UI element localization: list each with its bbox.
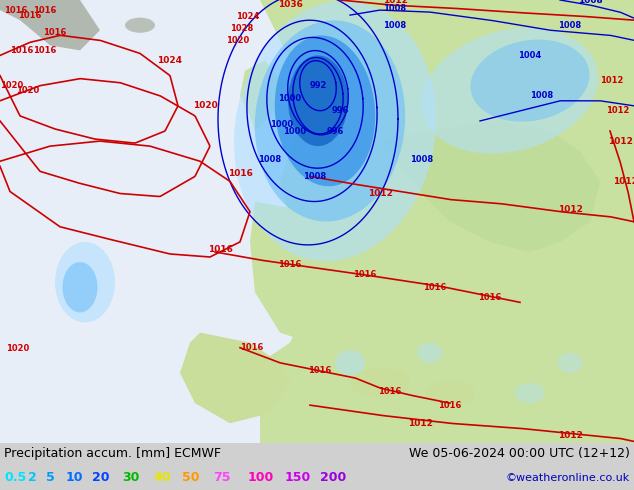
Text: 1012: 1012	[557, 431, 583, 440]
Text: 100: 100	[248, 471, 275, 484]
Ellipse shape	[515, 383, 545, 403]
Polygon shape	[310, 0, 380, 101]
Text: 40: 40	[153, 471, 171, 484]
Text: 20: 20	[92, 471, 110, 484]
Ellipse shape	[470, 40, 590, 122]
Text: 1016: 1016	[308, 367, 332, 375]
Text: 1016: 1016	[240, 343, 264, 352]
Ellipse shape	[425, 380, 475, 406]
Text: 1016: 1016	[34, 5, 56, 15]
Text: ©weatheronline.co.uk: ©weatheronline.co.uk	[506, 473, 630, 483]
Text: 1012: 1012	[607, 137, 633, 146]
Polygon shape	[250, 201, 420, 353]
Text: 1024: 1024	[157, 56, 183, 65]
Ellipse shape	[125, 18, 155, 33]
Text: 1012: 1012	[408, 419, 432, 428]
Text: 992: 992	[309, 81, 327, 90]
Text: 996: 996	[332, 106, 349, 115]
Text: 1016: 1016	[18, 11, 42, 20]
Text: 1024: 1024	[236, 12, 260, 21]
Text: 1016: 1016	[378, 387, 402, 395]
Text: 1008: 1008	[559, 21, 581, 30]
Text: 0.5: 0.5	[4, 471, 26, 484]
Text: 1012: 1012	[606, 106, 630, 115]
Text: 1016: 1016	[4, 5, 28, 15]
Text: 1016: 1016	[10, 46, 34, 55]
Text: 1016: 1016	[438, 401, 462, 410]
Text: 1020: 1020	[193, 101, 217, 110]
Text: 5: 5	[46, 471, 55, 484]
Ellipse shape	[288, 55, 348, 146]
Ellipse shape	[422, 28, 598, 154]
Text: 1008: 1008	[304, 172, 327, 181]
Text: 1016: 1016	[207, 245, 233, 254]
Text: 75: 75	[213, 471, 231, 484]
Text: 1020: 1020	[1, 81, 23, 90]
Text: 30: 30	[122, 471, 139, 484]
Text: Precipitation accum. [mm] ECMWF: Precipitation accum. [mm] ECMWF	[4, 447, 221, 460]
Ellipse shape	[350, 368, 410, 398]
Text: 10: 10	[66, 471, 84, 484]
Polygon shape	[180, 333, 290, 423]
Text: 1016: 1016	[478, 293, 501, 302]
Text: 1008: 1008	[531, 91, 553, 100]
Text: 1036: 1036	[278, 0, 302, 8]
Text: 1012: 1012	[557, 205, 583, 214]
Text: 1016: 1016	[353, 270, 377, 279]
Text: 1008: 1008	[578, 0, 602, 4]
Text: 1016: 1016	[43, 28, 67, 37]
Text: 2: 2	[28, 471, 37, 484]
Text: 1020: 1020	[6, 344, 30, 353]
Text: 996: 996	[327, 126, 344, 136]
Text: 1016: 1016	[278, 260, 302, 269]
Text: We 05-06-2024 00:00 UTC (12+12): We 05-06-2024 00:00 UTC (12+12)	[409, 447, 630, 460]
Text: 200: 200	[320, 471, 346, 484]
Text: 1016: 1016	[424, 283, 447, 292]
Polygon shape	[240, 60, 280, 131]
Text: 150: 150	[285, 471, 311, 484]
Text: 1008: 1008	[259, 155, 281, 164]
Text: 1008: 1008	[384, 21, 406, 30]
Polygon shape	[0, 0, 100, 50]
Ellipse shape	[234, 1, 436, 261]
Text: 50: 50	[182, 471, 200, 484]
Text: 1012: 1012	[612, 177, 634, 186]
Ellipse shape	[55, 242, 115, 322]
Ellipse shape	[557, 353, 583, 373]
Text: 1000: 1000	[278, 94, 302, 103]
Text: 1000: 1000	[283, 126, 307, 136]
Text: 1012: 1012	[368, 189, 392, 198]
Ellipse shape	[335, 350, 365, 375]
Text: 1000: 1000	[271, 121, 294, 129]
Ellipse shape	[255, 20, 405, 221]
Text: 1004: 1004	[519, 51, 541, 60]
Ellipse shape	[418, 343, 443, 363]
Text: 1028: 1028	[230, 24, 254, 33]
Text: 1012: 1012	[382, 0, 408, 4]
Text: 1020: 1020	[16, 86, 39, 95]
Text: 1020: 1020	[226, 36, 250, 45]
Text: 1012: 1012	[600, 76, 624, 85]
Text: 1008: 1008	[384, 3, 406, 13]
Ellipse shape	[63, 262, 98, 313]
Text: 1016: 1016	[228, 169, 252, 178]
Polygon shape	[380, 121, 600, 252]
Ellipse shape	[275, 35, 375, 186]
Polygon shape	[260, 0, 634, 443]
Text: 1016: 1016	[34, 46, 56, 55]
Text: 1008: 1008	[410, 155, 434, 164]
